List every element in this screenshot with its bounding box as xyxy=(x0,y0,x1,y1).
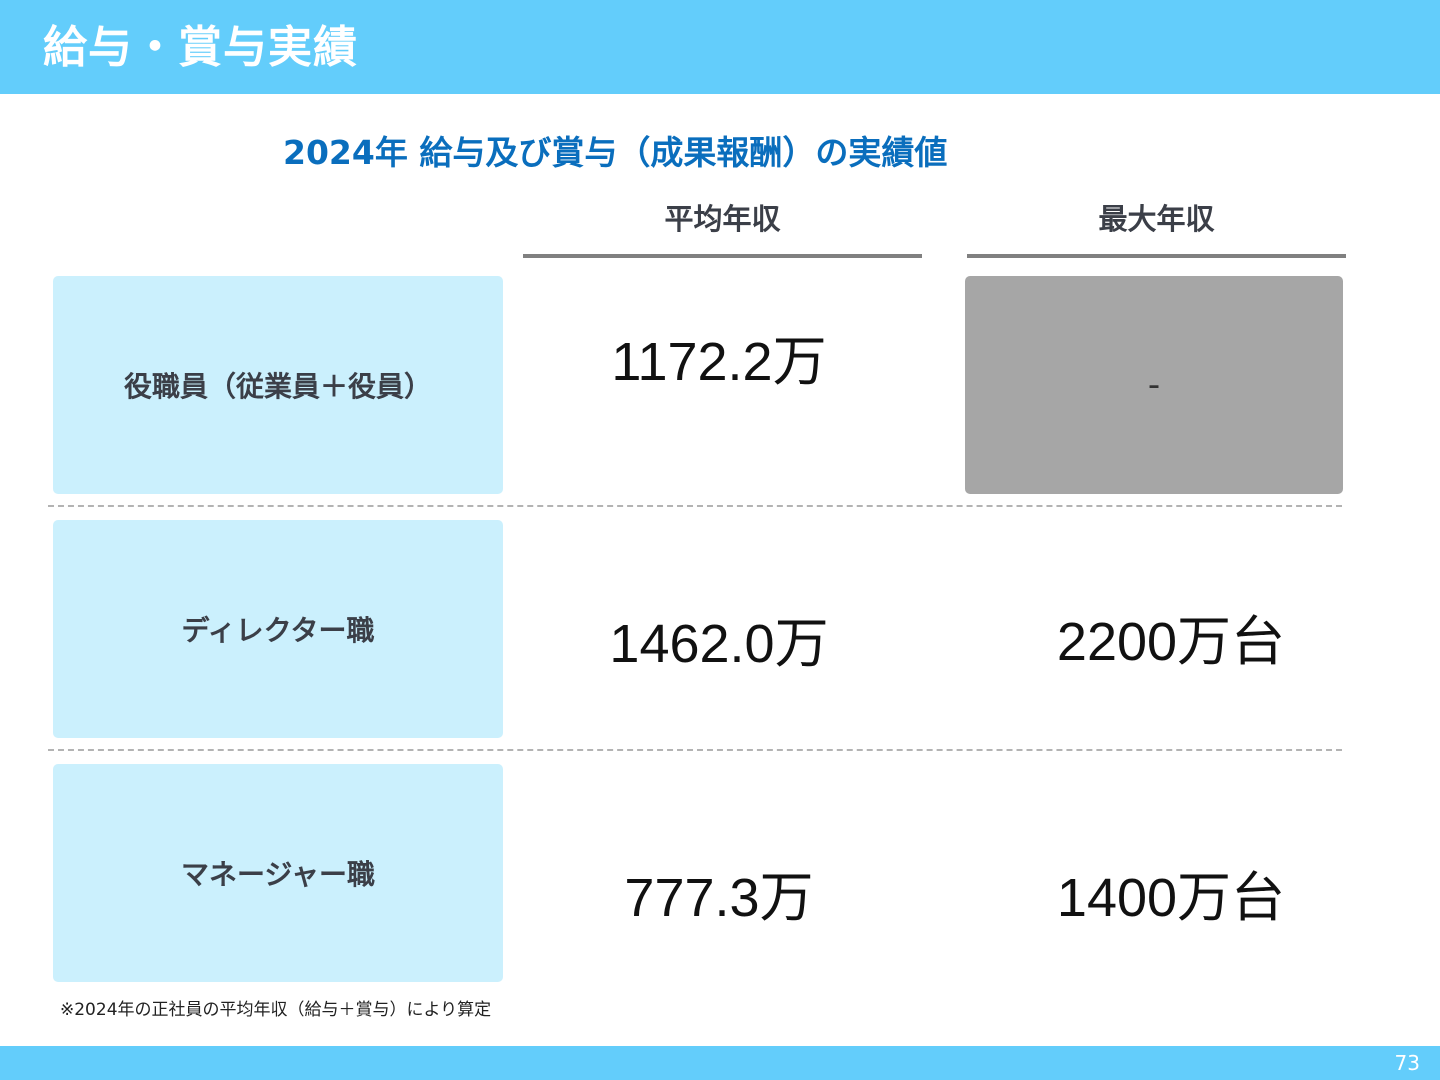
footer-bar: 73 xyxy=(0,1046,1440,1080)
column-header-maximum: 最大年収 xyxy=(1098,202,1215,236)
row-label-all-staff: 役職員（従業員＋役員） xyxy=(53,276,503,494)
average-salary-manager: 777.3万 xyxy=(624,868,814,928)
row-divider xyxy=(48,749,1342,751)
maximum-salary-unavailable-cell: - xyxy=(965,276,1343,494)
page-title: 給与・賞与実績 xyxy=(43,22,358,73)
average-salary-all-staff: 1172.2万 xyxy=(611,332,827,392)
row-label-text: マネージャー職 xyxy=(180,858,376,891)
column-rule-maximum xyxy=(967,254,1346,258)
page-number: 73 xyxy=(1394,1051,1420,1075)
average-salary-director: 1462.0万 xyxy=(609,614,829,674)
row-divider xyxy=(48,505,1342,507)
header-bar: 給与・賞与実績 xyxy=(0,0,1440,94)
row-label-text: 役職員（従業員＋役員） xyxy=(123,370,432,403)
row-label-manager: マネージャー職 xyxy=(53,764,503,982)
table-title: 2024年 給与及び賞与（成果報酬）の実績値 xyxy=(283,133,948,172)
row-label-text: ディレクター職 xyxy=(181,614,375,647)
row-label-director: ディレクター職 xyxy=(53,520,503,738)
maximum-salary-all-staff: - xyxy=(1147,365,1161,405)
maximum-salary-manager: 1400万台 xyxy=(1056,868,1286,928)
footnote: ※2024年の正社員の平均年収（給与＋賞与）により算定 xyxy=(60,1000,492,1020)
column-header-average: 平均年収 xyxy=(664,202,781,236)
maximum-salary-director: 2200万台 xyxy=(1056,612,1286,672)
column-rule-average xyxy=(523,254,922,258)
